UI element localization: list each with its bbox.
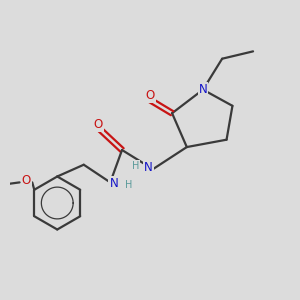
Text: N: N xyxy=(110,177,118,190)
Text: O: O xyxy=(146,89,154,102)
Text: O: O xyxy=(22,174,31,188)
Text: O: O xyxy=(94,118,103,130)
Text: H: H xyxy=(132,161,139,171)
Text: H: H xyxy=(125,180,132,190)
Text: N: N xyxy=(144,161,153,174)
Text: N: N xyxy=(199,83,207,96)
